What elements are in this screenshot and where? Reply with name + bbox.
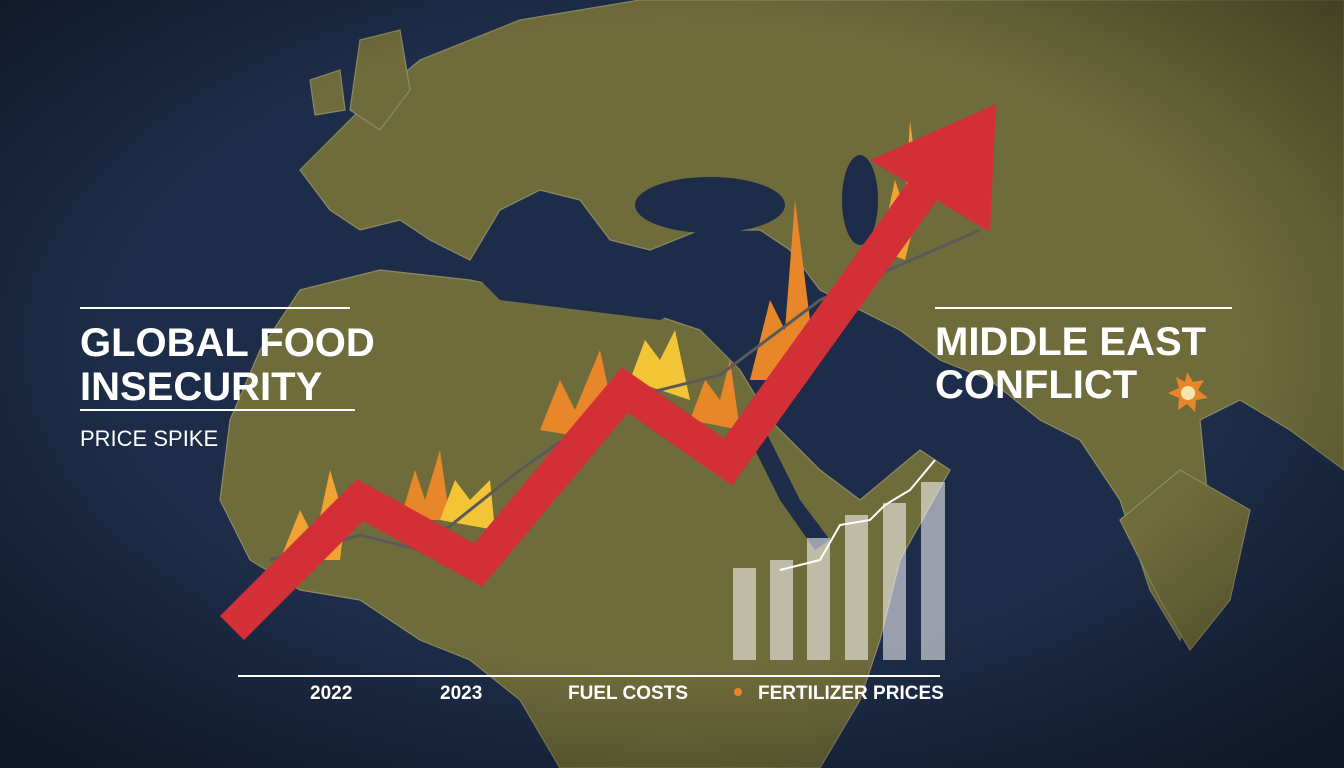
explosion-core bbox=[1181, 386, 1195, 400]
left-title: GLOBAL FOOD bbox=[80, 321, 375, 365]
legend-dot bbox=[734, 688, 742, 696]
right-title: MIDDLE EAST bbox=[935, 320, 1206, 364]
footer-label: FERTILIZER PRICES bbox=[758, 683, 944, 704]
footer-label: 2023 bbox=[440, 683, 482, 704]
trend-line bbox=[779, 459, 936, 571]
footer-label: FUEL COSTS bbox=[568, 683, 688, 704]
trend-arrow bbox=[219, 150, 959, 641]
right-title: CONFLICT bbox=[935, 363, 1137, 407]
arrow-head bbox=[870, 104, 996, 232]
left-title: INSECURITY bbox=[80, 365, 323, 409]
bars bbox=[733, 482, 945, 660]
footer-label: 2022 bbox=[310, 683, 352, 704]
left-subtitle: PRICE SPIKE bbox=[80, 426, 218, 451]
